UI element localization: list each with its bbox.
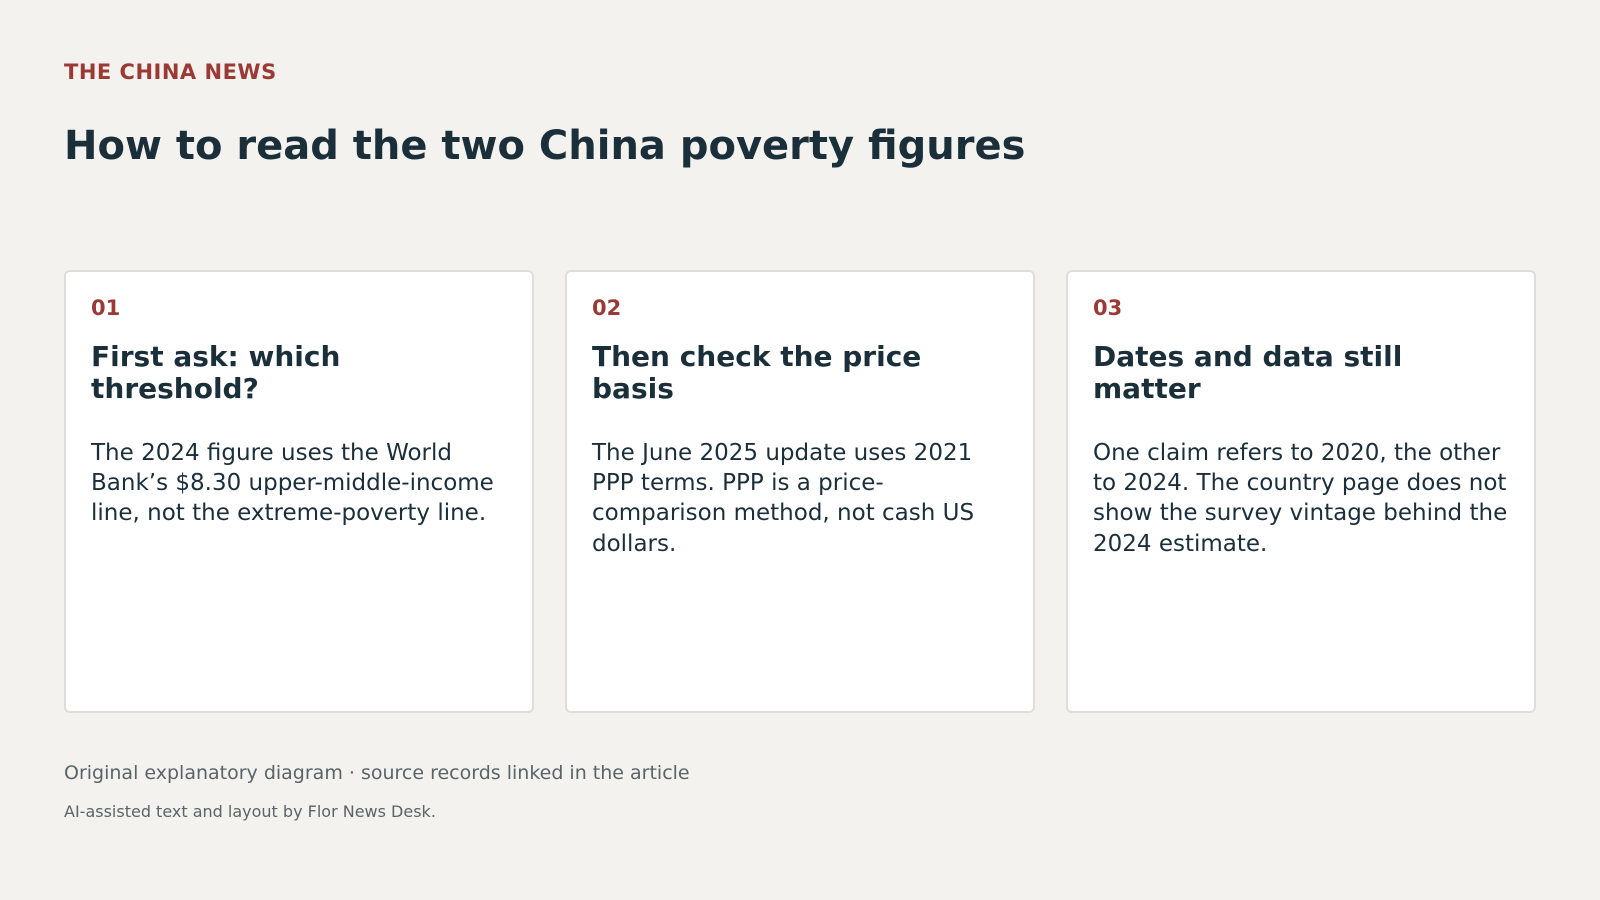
- card-dates-data: 03 Dates and data still matter One claim…: [1066, 270, 1536, 713]
- card-title: Dates and data still matter: [1093, 340, 1403, 406]
- card-number: 03: [1093, 296, 1123, 320]
- page-title: How to read the two China poverty figure…: [64, 123, 1026, 169]
- credit-line: AI-assisted text and layout by Flor News…: [64, 802, 436, 821]
- card-body: One claim refers to 2020, the other to 2…: [1093, 439, 1508, 557]
- card-row: 01 First ask: which threshold? The 2024 …: [64, 270, 1536, 713]
- card-title: First ask: which threshold?: [91, 340, 341, 406]
- card-price-basis: 02 Then check the price basis The June 2…: [565, 270, 1035, 713]
- publication-name: THE CHINA NEWS: [64, 60, 277, 84]
- card-title: Then check the price basis: [592, 340, 922, 406]
- card-number: 01: [91, 296, 121, 320]
- card-number: 02: [592, 296, 622, 320]
- card-body: The 2024 figure uses the World Bank’s $8…: [91, 439, 494, 527]
- source-note: Original explanatory diagram · source re…: [64, 762, 690, 784]
- card-body: The June 2025 update uses 2021 PPP terms…: [592, 439, 975, 557]
- card-threshold: 01 First ask: which threshold? The 2024 …: [64, 270, 534, 713]
